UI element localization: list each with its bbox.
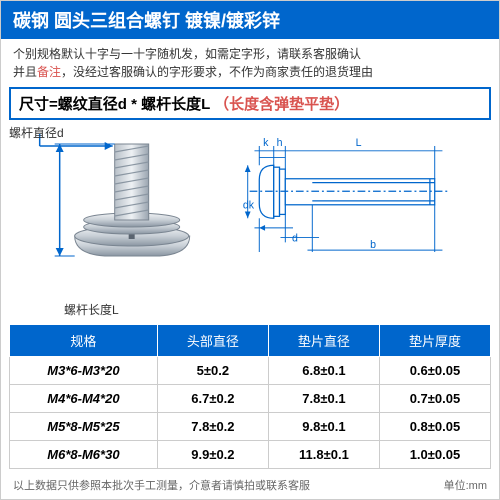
header-title: 碳钢 圆头三组合螺钉 镀镍/镀彩锌 — [13, 11, 280, 31]
screw-tech-svg: k h L dk d b — [240, 124, 491, 274]
label-diameter: 螺杆直径d — [9, 124, 64, 141]
notice-line2a: 并且 — [13, 65, 37, 79]
table-cell: M5*8-M5*25 — [10, 413, 158, 441]
dim-L: L — [356, 137, 362, 149]
table-cell: M6*8-M6*30 — [10, 441, 158, 469]
size-formula-box: 尺寸=螺纹直径d * 螺杆长度L （长度含弹垫平垫） — [9, 87, 491, 120]
table-row: M5*8-M5*257.8±0.29.8±0.10.8±0.05 — [10, 413, 491, 441]
footer-unit: 单位:mm — [444, 477, 487, 493]
table-cell: 5±0.2 — [157, 357, 268, 385]
formula-note: （长度含弹垫平垫） — [214, 96, 349, 113]
table-cell: 6.8±0.1 — [268, 357, 379, 385]
col-head-dia: 头部直径 — [157, 325, 268, 357]
table-row: M3*6-M3*205±0.26.8±0.10.6±0.05 — [10, 357, 491, 385]
table-row: M4*6-M4*206.7±0.27.8±0.10.7±0.05 — [10, 385, 491, 413]
table-cell: M4*6-M4*20 — [10, 385, 158, 413]
screw-photo-svg — [9, 124, 240, 274]
table-cell: 1.0±0.05 — [379, 441, 490, 469]
notice-line2b: ，没经过客服确认的字形要求，不作为商家责任的退货理由 — [61, 65, 373, 79]
screw-photo-diagram: 螺杆直径d — [9, 124, 240, 316]
table-cell: 11.8±0.1 — [268, 441, 379, 469]
table-row: M6*8-M6*309.9±0.211.8±0.11.0±0.05 — [10, 441, 491, 469]
diagram-area: 螺杆直径d — [1, 120, 499, 320]
dim-h: h — [277, 137, 283, 149]
col-washer-thk: 垫片厚度 — [379, 325, 490, 357]
table-cell: 6.7±0.2 — [157, 385, 268, 413]
table-cell: M3*6-M3*20 — [10, 357, 158, 385]
table-cell: 0.6±0.05 — [379, 357, 490, 385]
notice-text: 个别规格默认十字与一十字随机发，如需定字形，请联系客服确认 并且备注，没经过客服… — [1, 39, 499, 87]
table-cell: 7.8±0.2 — [157, 413, 268, 441]
footer: 以上数据只供参照本批次手工测量，介意者请慎拍或联系客服 单位:mm — [1, 473, 499, 499]
formula-main: 尺寸=螺纹直径d * 螺杆长度L — [19, 96, 210, 113]
table-cell: 9.9±0.2 — [157, 441, 268, 469]
notice-accent: 备注 — [37, 65, 61, 79]
dim-k: k — [263, 137, 269, 149]
notice-line1: 个别规格默认十字与一十字随机发，如需定字形，请联系客服确认 — [13, 47, 361, 61]
col-washer-dia: 垫片直径 — [268, 325, 379, 357]
table-cell: 9.8±0.1 — [268, 413, 379, 441]
spec-table: 规格 头部直径 垫片直径 垫片厚度 M3*6-M3*205±0.26.8±0.1… — [9, 324, 491, 469]
table-cell: 7.8±0.1 — [268, 385, 379, 413]
dim-b: b — [370, 239, 376, 251]
col-spec: 规格 — [10, 325, 158, 357]
table-cell: 0.8±0.05 — [379, 413, 490, 441]
table-header-row: 规格 头部直径 垫片直径 垫片厚度 — [10, 325, 491, 357]
screw-technical-diagram: k h L dk d b — [240, 124, 491, 316]
product-spec-card: 碳钢 圆头三组合螺钉 镀镍/镀彩锌 个别规格默认十字与一十字随机发，如需定字形，… — [0, 0, 500, 500]
table-cell: 0.7±0.05 — [379, 385, 490, 413]
footer-note: 以上数据只供参照本批次手工测量，介意者请慎拍或联系客服 — [13, 477, 310, 493]
dim-dk: dk — [243, 200, 255, 212]
header-bar: 碳钢 圆头三组合螺钉 镀镍/镀彩锌 — [1, 1, 499, 39]
dim-d: d — [292, 232, 298, 244]
label-length: 螺杆长度L — [64, 301, 119, 318]
